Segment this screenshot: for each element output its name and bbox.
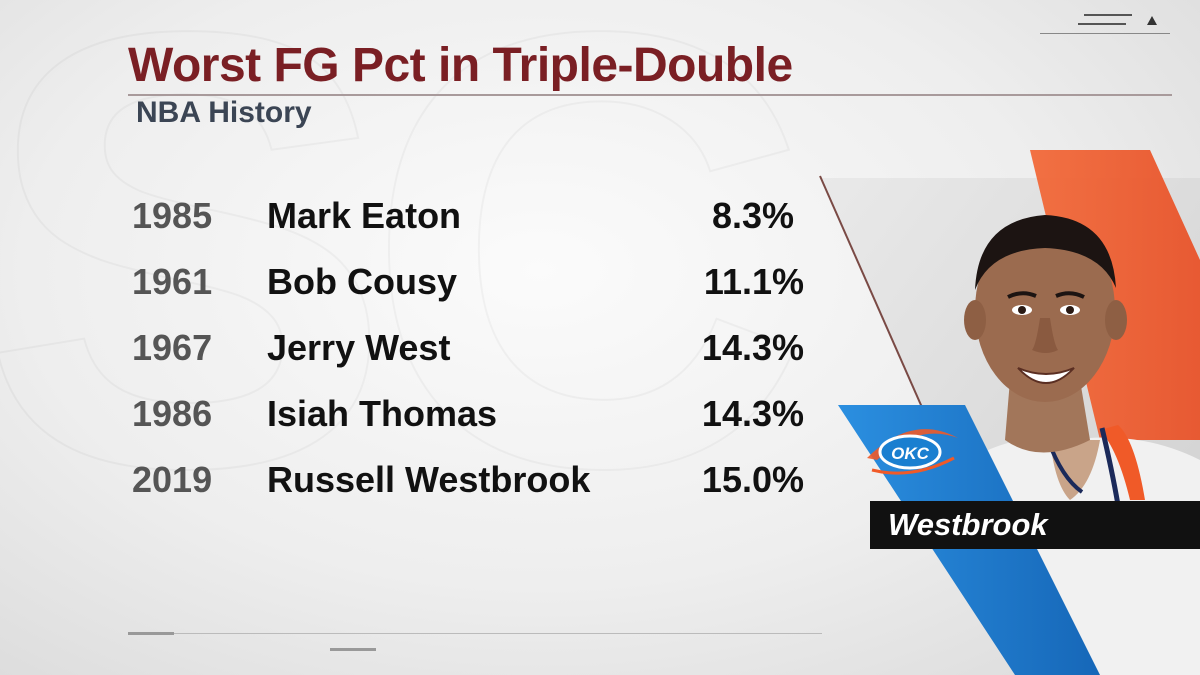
player-name-bar: Westbrook [870,501,1200,549]
fg-pct-cell: 8.3% [711,195,794,236]
table-row: 1967 Jerry West 14.3% [0,327,840,387]
year-cell: 1986 [132,393,213,434]
fg-pct-cell: 11.1% [703,261,804,302]
table-row: 2019 Russell Westbrook 15.0% [0,459,840,519]
player-name-cell: Isiah Thomas [267,393,498,434]
year-cell: 1961 [132,261,213,302]
footer-rule [174,633,822,634]
player-name-tag: Westbrook [888,507,1048,542]
okc-logo-text: OKC [891,444,930,463]
player-graphic [819,150,1200,675]
triangle-up-icon [1147,16,1157,25]
page-title: Worst FG Pct in Triple-Double [128,39,793,92]
fg-pct-cell: 14.3% [701,393,804,434]
table-row: 1961 Bob Cousy 11.1% [0,261,840,321]
okc-logo-icon: OKC [867,429,958,475]
player-name-cell: Bob Cousy [267,261,458,302]
fg-pct-cell: 15.0% [701,459,804,500]
footer-rule-accent [128,632,174,635]
title-divider [128,94,1172,96]
header-rule [1040,33,1170,34]
year-cell: 1985 [132,195,213,236]
player-name-cell: Jerry West [267,327,451,368]
table-row: 1986 Isiah Thomas 14.3% [0,393,840,453]
table-row: 1985 Mark Eaton 8.3% [0,195,840,255]
player-name-cell: Russell Westbrook [267,459,591,500]
background-watermark: SC [0,0,812,596]
year-cell: 1967 [132,327,213,368]
page-subtitle: NBA History [136,96,312,129]
fg-pct-cell: 14.3% [701,327,804,368]
player-name-cell: Mark Eaton [267,195,462,236]
footer-rule-short [330,648,376,651]
year-cell: 2019 [132,459,213,500]
